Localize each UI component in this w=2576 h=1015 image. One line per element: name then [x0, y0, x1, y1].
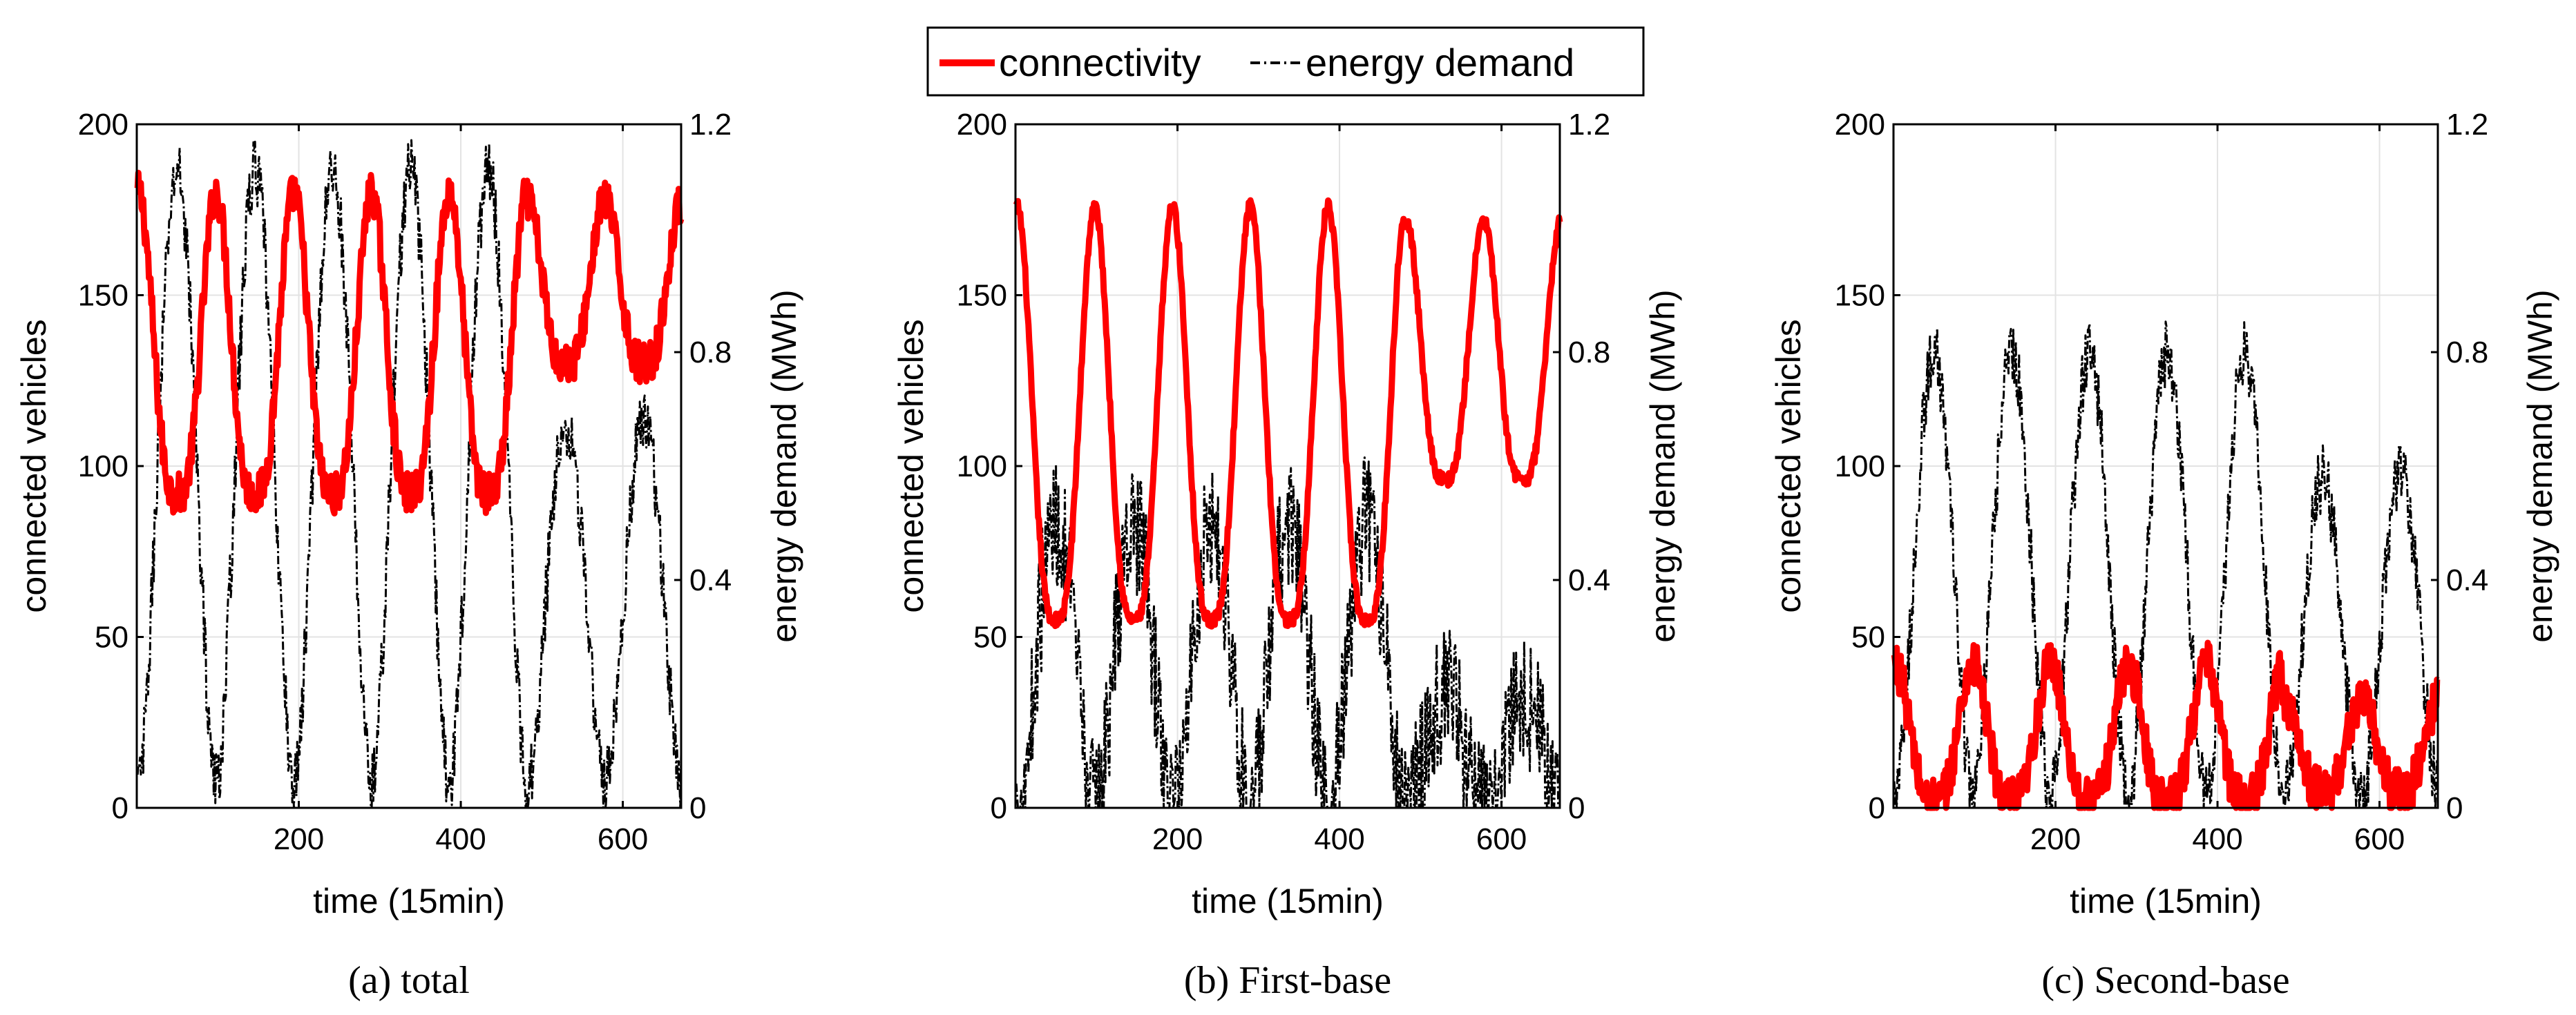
right-tick-label: 0.4 — [2446, 563, 2488, 597]
energy-demand-line-c — [1893, 320, 2439, 809]
right-tick-label: 1.2 — [2446, 108, 2488, 142]
left-tick-label: 50 — [973, 621, 1007, 655]
panel-second-base: 0 50 100 150 200 0 0.4 0.8 1.2 200 400 600 connec… — [1769, 108, 2559, 1002]
x-ticks-b: 200 400 600 — [1152, 124, 1527, 856]
left-tick-label: 0 — [1869, 791, 1885, 825]
x-ticks-c: 200 400 600 — [2030, 124, 2405, 856]
y-label-left-b: connected vehicles — [892, 319, 931, 612]
left-tick-label: 150 — [1835, 279, 1885, 313]
connectivity-line-b — [1013, 197, 1563, 630]
y-label-right-a: energy demand (MWh) — [765, 289, 803, 642]
right-ticks-a: 0 0.4 0.8 1.2 — [674, 108, 732, 825]
panel-total: 0 50 100 150 200 0 0.4 0.8 1.2 200 400 600 connec… — [15, 108, 803, 1002]
left-tick-label: 200 — [1835, 108, 1885, 142]
legend-energy-label: energy demand — [1306, 41, 1574, 84]
energy-demand-series — [136, 139, 683, 809]
x-tick-label: 400 — [1314, 822, 1364, 856]
left-tick-label: 100 — [1835, 450, 1885, 483]
left-ticks-b: 0 50 100 150 200 — [957, 108, 1022, 825]
energy-demand-series — [1893, 320, 2439, 809]
x-tick-label: 600 — [598, 822, 648, 856]
right-tick-label: 0.8 — [1568, 336, 1610, 369]
left-ticks-c: 0 50 100 150 200 — [1835, 108, 1900, 825]
left-tick-label: 50 — [1851, 621, 1885, 655]
energy-demand-line-a — [136, 139, 683, 809]
connectivity-series — [1013, 197, 1563, 630]
right-tick-label: 0.8 — [2446, 336, 2488, 369]
right-ticks-c: 0 0.4 0.8 1.2 — [2431, 108, 2488, 825]
connectivity-series — [134, 169, 685, 516]
energy-demand-line-b — [1015, 456, 1561, 809]
left-tick-label: 150 — [78, 279, 128, 313]
x-label-c: time (15min) — [2070, 882, 2262, 920]
x-tick-label: 200 — [274, 822, 324, 856]
y-label-right-b: energy demand (MWh) — [1643, 289, 1682, 642]
x-tick-label: 200 — [2030, 822, 2081, 856]
left-tick-label: 0 — [112, 791, 128, 825]
x-tick-label: 600 — [1476, 822, 1527, 856]
right-tick-label: 0.8 — [689, 336, 732, 369]
caption-c: (c) Second-base — [2041, 959, 2289, 1002]
y-label-left-a: connected vehicles — [15, 319, 53, 612]
left-tick-label: 0 — [991, 791, 1007, 825]
legend: connectivity energy demand — [926, 26, 1645, 97]
right-tick-label: 1.2 — [1568, 108, 1610, 142]
x-ticks-a: 200 400 600 — [274, 124, 648, 856]
x-tick-label: 600 — [2354, 822, 2405, 856]
x-tick-label: 400 — [435, 822, 486, 856]
energy-demand-series — [1015, 456, 1561, 809]
right-tick-label: 0 — [1568, 791, 1585, 825]
left-tick-label: 150 — [957, 279, 1007, 313]
left-tick-label: 200 — [78, 108, 128, 142]
x-label-a: time (15min) — [313, 882, 505, 920]
right-tick-label: 0.4 — [689, 563, 732, 597]
caption-a: (a) total — [348, 959, 470, 1002]
y-label-right-c: energy demand (MWh) — [2521, 289, 2559, 642]
caption-b: (b) First-base — [1184, 959, 1391, 1002]
right-tick-label: 0 — [689, 791, 706, 825]
left-tick-label: 50 — [95, 621, 128, 655]
right-ticks-b: 0 0.4 0.8 1.2 — [1553, 108, 1610, 825]
legend-connectivity-label: connectivity — [999, 41, 1201, 84]
connectivity-line-a — [134, 169, 685, 516]
x-tick-label: 200 — [1152, 822, 1203, 856]
left-tick-label: 100 — [957, 450, 1007, 483]
x-tick-label: 400 — [2192, 822, 2242, 856]
right-tick-label: 1.2 — [689, 108, 732, 142]
left-tick-label: 200 — [957, 108, 1007, 142]
y-label-left-c: connected vehicles — [1769, 319, 1808, 612]
left-ticks-a: 0 50 100 150 200 — [78, 108, 144, 825]
panel-first-base: 0 50 100 150 200 0 0.4 0.8 1.2 200 400 600 connec… — [892, 108, 1682, 1002]
right-tick-label: 0.4 — [1568, 563, 1610, 597]
x-label-b: time (15min) — [1192, 882, 1384, 920]
right-tick-label: 0 — [2446, 791, 2463, 825]
left-tick-label: 100 — [78, 450, 128, 483]
